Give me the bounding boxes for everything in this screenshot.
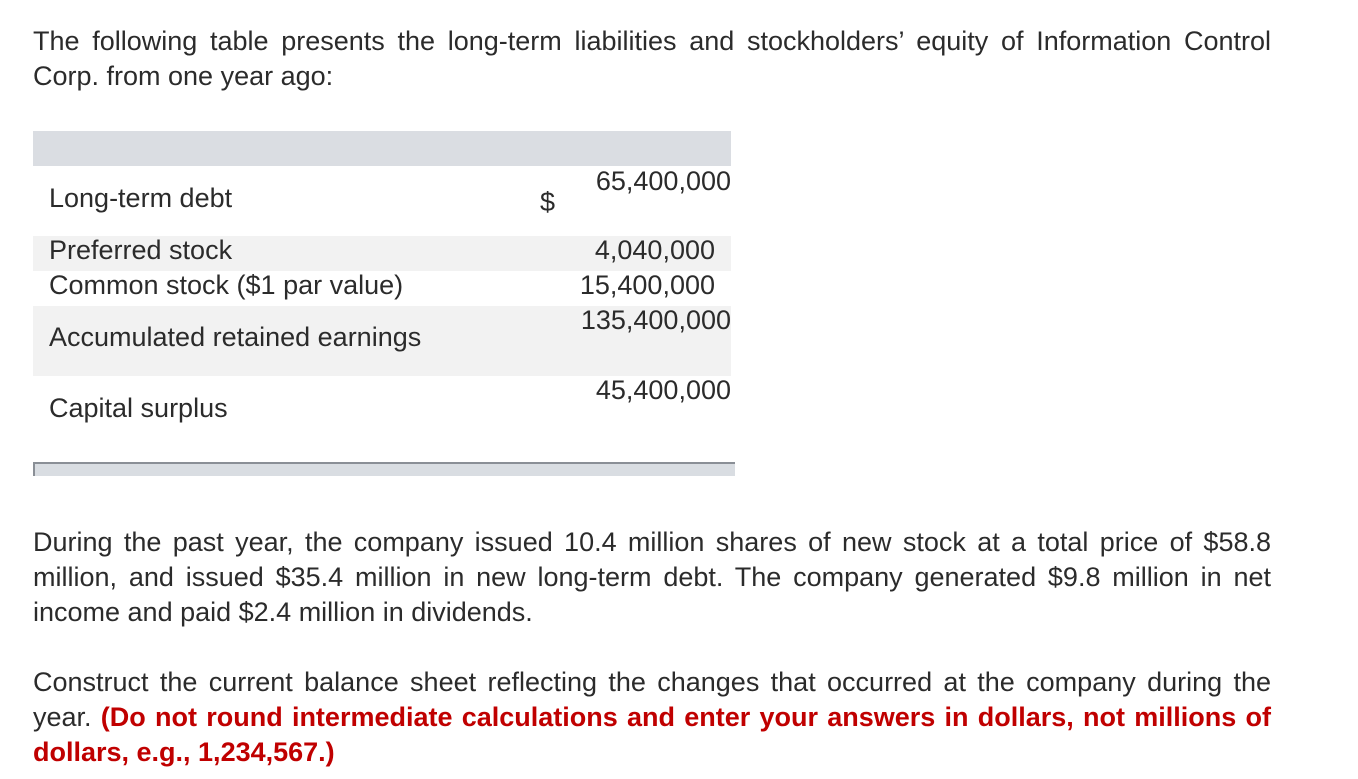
currency-symbol: $ (540, 187, 556, 217)
table-footer-tick (33, 462, 35, 476)
row-value-long-term-debt: 65,400,000 (595, 166, 731, 196)
intro-paragraph: The following table presents the long-te… (33, 26, 1271, 91)
row-value-capital-surplus: 45,400,000 (595, 375, 731, 405)
row-band (33, 306, 731, 376)
row-value-common-stock: 15,400,000 (579, 270, 715, 300)
instruction-paragraph: Construct the current balance sheet refl… (33, 665, 1271, 770)
balance-table: Long-term debt $ 65,400,000 Preferred st… (33, 131, 735, 476)
row-label-common-stock: Common stock ($1 par value) (49, 270, 404, 300)
row-value-retained-earnings: 135,400,000 (580, 305, 731, 335)
row-label-long-term-debt: Long-term debt (49, 183, 233, 213)
row-label-retained-earnings: Accumulated retained earnings (49, 322, 422, 352)
row-label-preferred-stock: Preferred stock (49, 235, 233, 265)
changes-paragraph: During the past year, the company issued… (33, 527, 1271, 627)
instruction-text: Construct the current balance sheet refl… (33, 667, 1271, 732)
row-value-preferred-stock: 4,040,000 (594, 235, 715, 265)
table-footer-bar (33, 462, 735, 476)
row-label-capital-surplus: Capital surplus (49, 393, 228, 423)
table-header-band (33, 131, 731, 166)
instruction-emphasis: (Do not round intermediate calculations … (33, 702, 1271, 767)
row-band (33, 236, 731, 271)
